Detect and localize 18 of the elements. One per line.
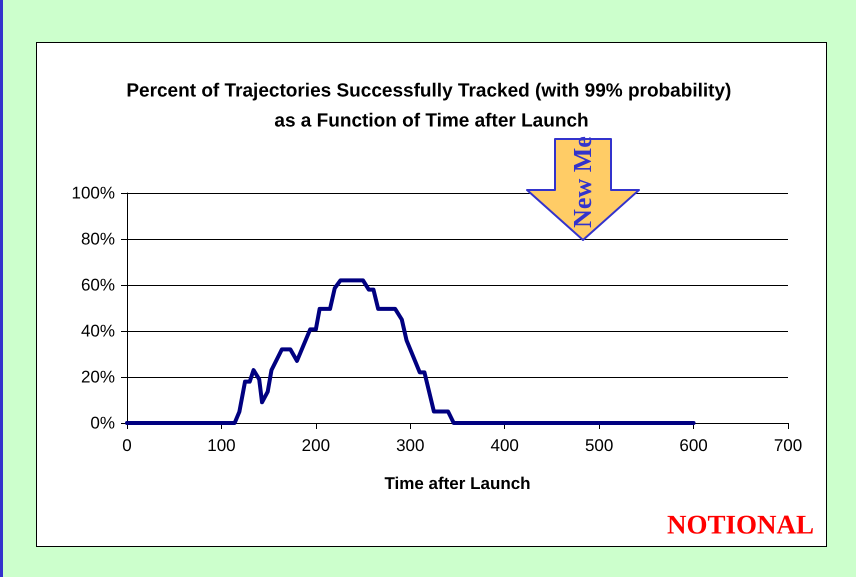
- x-tick-label: 100: [207, 436, 236, 455]
- y-tick-label: 20%: [80, 368, 115, 386]
- x-tick-label: 600: [679, 436, 708, 455]
- line-series: [125, 278, 696, 425]
- x-tick-label: 500: [584, 436, 614, 455]
- y-tick-label: 40%: [80, 322, 115, 340]
- x-axis-title: Time after Launch: [384, 474, 531, 493]
- text: NOTIONAL: [666, 510, 814, 540]
- x-tick-label: 200: [302, 436, 330, 455]
- y-tick-label: 60%: [80, 276, 115, 294]
- x-tick-label: 0: [122, 436, 132, 455]
- chart-title: Percent of Trajectories Successfully Tracked (with 99% probability) as a Function of Time after Launch: [126, 80, 737, 132]
- x-tick-label: 300: [396, 436, 424, 455]
- x-tick-label: 400: [490, 436, 519, 455]
- y-tick-label: 0%: [90, 414, 115, 432]
- x-tick-label: 700: [774, 436, 802, 455]
- y-tick-label: 100%: [72, 184, 115, 202]
- y-tick-label: 80%: [80, 230, 115, 248]
